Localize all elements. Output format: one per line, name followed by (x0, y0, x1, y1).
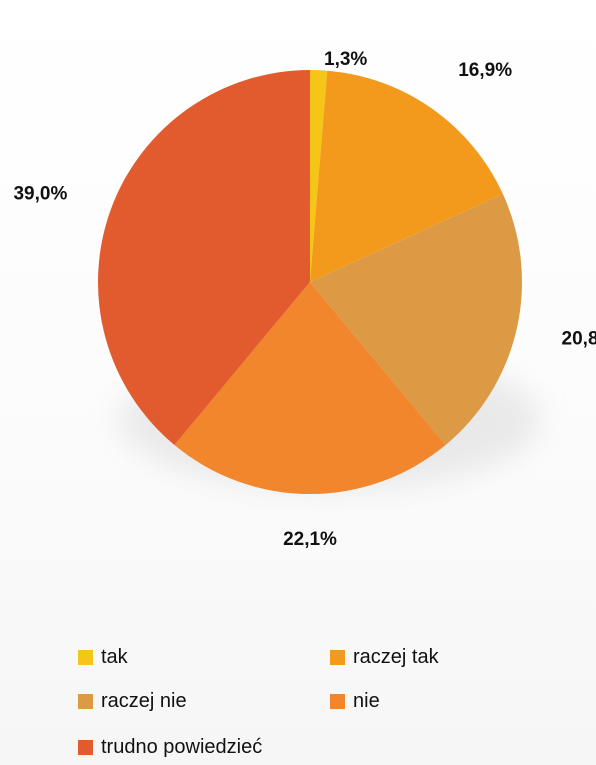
pie-slice-trudno-powiedziec (98, 70, 310, 446)
legend-label: tak (101, 646, 128, 668)
slice-value-label: 1,3% (324, 49, 367, 70)
slice-value-label: 16,9% (458, 60, 512, 81)
pie-slices (98, 70, 522, 495)
pie-slice-raczej-tak (310, 70, 503, 282)
legend-swatch (78, 650, 93, 665)
slice-value-label: 39,0% (13, 183, 67, 204)
legend-item-nie: nie (330, 690, 380, 713)
pie-value-labels: 1,3% 16,9% 20,8% 22,1% 39,0% (13, 49, 596, 550)
slice-value-label: 22,1% (283, 529, 337, 550)
legend-item-trudno-powiedziec: trudno powiedzieć (78, 736, 262, 759)
legend-label: raczej tak (353, 646, 439, 668)
pie-slice-nie (174, 282, 446, 495)
legend-swatch (330, 694, 345, 709)
legend-swatch (78, 740, 93, 755)
legend-item-raczej-nie: raczej nie (78, 690, 187, 713)
pie-slice-raczej-nie (310, 193, 522, 446)
pie-slice-tak (310, 70, 328, 282)
legend-label: trudno powiedzieć (101, 736, 263, 758)
legend-label: raczej nie (101, 690, 187, 712)
slice-value-label: 20,8% (562, 328, 596, 349)
legend-item-tak: tak (78, 646, 128, 669)
legend-swatch (78, 694, 93, 709)
legend-swatch (330, 650, 345, 665)
legend-item-raczej-tak: raczej tak (330, 646, 439, 669)
legend-label: nie (353, 690, 380, 712)
